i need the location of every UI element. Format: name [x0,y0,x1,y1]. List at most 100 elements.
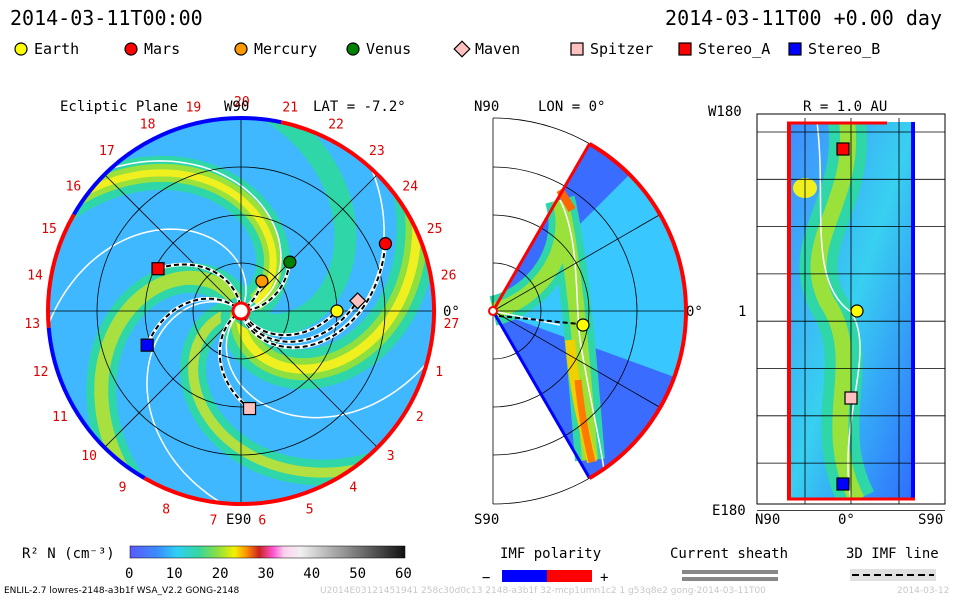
imf-line [157,263,242,306]
imf-polarity-title: IMF polarity [500,546,601,562]
colorbar: R² N (cm⁻³) 0 10 20 30 40 50 60 [22,545,412,582]
object-venus-icon [283,255,297,269]
carrington-label: 1 [435,365,443,380]
object-spitzer-icon [242,401,257,416]
carrington-label: 6 [258,514,266,529]
meridional-lon-label: LON = 0° [538,99,605,115]
imf-polarity-edge [491,310,591,479]
radial-line [492,310,661,408]
legend-marker [678,42,692,56]
meridional-rim [588,142,688,480]
radial-line [104,310,242,448]
imf-polarity-arc [46,327,146,480]
legend-marker [124,42,138,56]
imf-line [241,244,387,349]
radial-line [240,174,378,312]
sun-icon [488,306,498,316]
ecliptic-panel: 20 21222324252627123456789101112131415161… [24,95,459,529]
legend-marker [453,40,471,58]
square-marker-icon [678,42,692,56]
imf-negative-bar [502,570,547,582]
carrington-label: 13 [24,317,40,332]
object-maven-icon [349,292,367,310]
sphere-x-left-label: N90 [755,512,780,528]
current-sheath-title: Current sheath [670,546,788,562]
title-right: 2014-03-11T00 +0.00 day [665,6,942,30]
square-marker-icon [788,42,802,56]
ecliptic-objects [140,237,393,416]
footer-faint: U2014E03121451941 258c30d0c13 2148-a3b1f… [320,586,766,596]
colorbar-tick-label: 0 [125,566,133,582]
legend-item-venus: Venus [344,40,411,58]
legend-label: Earth [34,40,80,58]
footer-faint-right: 2014-03-12 [897,586,950,596]
legend-item-mercury: Mercury [232,40,317,58]
frame [756,113,946,505]
colorbar-tick-label: 50 [349,566,366,582]
legend-label: Mercury [254,40,318,58]
carrington-label: 8 [162,502,170,517]
legend-item-maven: Maven [453,40,520,58]
radial-line [104,174,242,312]
imf-positive-bar [547,570,592,582]
imf-line [242,300,359,343]
sun-icon [231,301,251,321]
meridional-panel: N90 LON = 0° S90 0° [474,99,703,528]
imf-polarity-arc [46,213,76,328]
current-sheath-line-2 [682,577,778,581]
imf-3d-background [850,569,936,581]
legend-item-spitzer: Spitzer [568,40,653,58]
colorbar-label: R² N (cm⁻³) [22,546,115,562]
legend-label: Venus [366,40,412,58]
meridional-right-label: 0° [686,304,703,320]
sphere-x-right-label: S90 [918,512,943,528]
ecliptic-rim [46,116,436,506]
carrington-label: 2 [416,410,424,425]
imf-polarity-edge [491,143,591,312]
imf-3d-title: 3D IMF line [846,546,939,562]
imf-polarity-legend: IMF polarity − + [482,546,608,586]
imf-polarity-arc [280,120,391,189]
colorbar-tick-label: 40 [303,566,320,582]
carrington-label: 26 [441,269,457,284]
imf-line [498,315,590,326]
colorbar-tick-label: 30 [258,566,275,582]
imf-line [218,313,249,408]
sphere-y-bottom-label: E180 [712,503,746,519]
object-spitzer-icon [844,391,858,405]
legend-label: Maven [475,40,521,58]
carrington-label: 4 [349,481,357,496]
legend-item-stereo-b: Stereo_B [786,40,880,58]
carrington-label: 10 [81,449,97,464]
legend-marker [346,42,360,56]
ecliptic-carrington-labels: 20 21222324252627123456789101112131415161… [24,95,459,529]
circle-marker-icon [124,42,138,56]
imf-3d-legend: 3D IMF line [846,546,939,581]
current-sheath-line-1 [682,570,778,574]
carrington-label: 25 [427,222,443,237]
carrington-label: 24 [402,180,418,195]
density-band [810,122,865,500]
current-sheath-legend: Current sheath [670,546,788,581]
legend-label: Stereo_B [808,40,881,58]
sphere-grid [756,113,946,511]
object-stereo-a-icon [836,142,850,156]
title-left: 2014-03-11T00:00 [10,6,203,30]
carrington-label: 19 [186,101,202,116]
ecliptic-lat-label: LAT = -7.2° [313,99,406,115]
carrington-label: 21 [282,101,298,116]
diamond-marker-icon [453,40,471,58]
sphere-y-top-label: W180 [708,104,742,120]
object-stereo-b-icon [836,477,850,491]
density-band [574,379,596,463]
sphere-x-mid-label: 0° [838,512,855,528]
carrington-label: 17 [99,144,115,159]
object-earth-icon [330,304,344,318]
colorbar-tick-label: 20 [212,566,229,582]
object-mars-icon [378,237,393,251]
carrington-label: 3 [387,449,395,464]
radial-line [492,214,661,312]
carrington-label: 11 [52,410,68,425]
sphere-objects [836,142,864,491]
